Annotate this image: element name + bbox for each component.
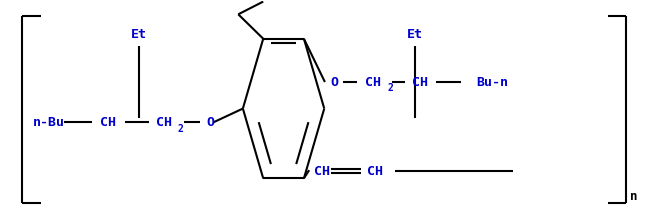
- Text: Bu-n: Bu-n: [476, 75, 508, 89]
- Text: CH: CH: [314, 165, 330, 178]
- Text: O: O: [206, 116, 214, 129]
- Text: CH: CH: [156, 116, 172, 129]
- Text: O: O: [331, 75, 339, 89]
- Text: 2: 2: [387, 83, 393, 93]
- Text: CH: CH: [100, 116, 117, 129]
- Text: Et: Et: [131, 28, 147, 41]
- Text: CH: CH: [366, 75, 382, 89]
- Text: 2: 2: [178, 124, 184, 134]
- Text: CH: CH: [368, 165, 384, 178]
- Text: Et: Et: [407, 28, 423, 41]
- Text: CH: CH: [412, 75, 428, 89]
- Text: n-Bu: n-Bu: [34, 116, 65, 129]
- Text: n: n: [630, 190, 637, 203]
